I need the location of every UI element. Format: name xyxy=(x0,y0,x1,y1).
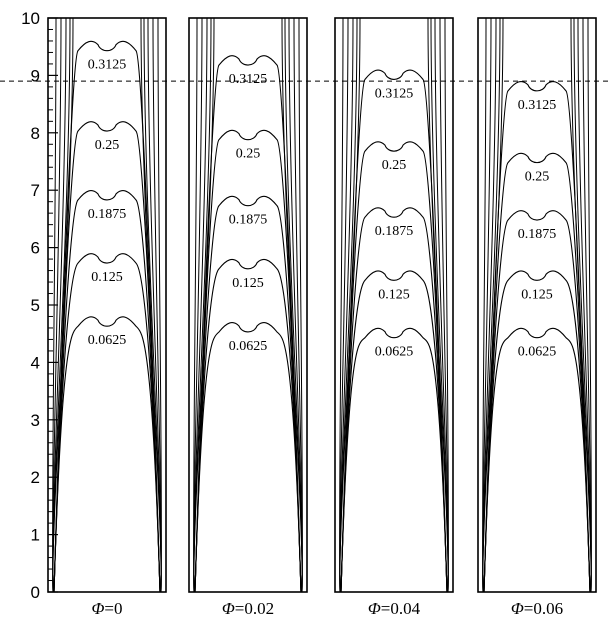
y-axis: 0 1 2 3 4 5 6 7 8 9 10 xyxy=(21,9,58,602)
contour-line xyxy=(340,141,448,593)
contour-label: 0.125 xyxy=(521,287,553,302)
phi-value: =0.04 xyxy=(381,599,421,618)
y-tick-label: 2 xyxy=(31,468,40,487)
panel-1: 0.0625 0.125 0.1875 0.25 0.3125 Φ=0.02 xyxy=(188,17,308,618)
contour-line xyxy=(340,207,448,593)
phi-value: =0.06 xyxy=(524,599,563,618)
contour-label-bg xyxy=(222,336,274,354)
contour-label-bg xyxy=(81,136,133,154)
panel-frame xyxy=(334,17,454,593)
contour-label: 0.1875 xyxy=(375,224,414,239)
contour-line xyxy=(194,322,302,593)
contour-line xyxy=(194,129,302,593)
contour-line xyxy=(340,69,448,593)
contour-label-bg xyxy=(368,222,420,240)
contour-label-bg xyxy=(511,285,563,303)
contour-line xyxy=(53,253,161,593)
contour-line xyxy=(340,270,448,593)
contour-line xyxy=(483,80,591,593)
contour-label-bg xyxy=(222,70,274,88)
contour-label: 0.25 xyxy=(236,147,261,162)
contour-label: 0.0625 xyxy=(88,333,127,348)
contour-label: 0.3125 xyxy=(229,72,268,87)
phi-value: =0.02 xyxy=(235,599,274,618)
panel-frame xyxy=(188,17,308,593)
contour-label-bg xyxy=(222,144,274,162)
contour-line xyxy=(483,210,591,593)
y-tick-label: 3 xyxy=(31,411,40,430)
contour-line xyxy=(53,190,161,593)
phi-symbol: Φ xyxy=(511,599,524,618)
contour-label-bg xyxy=(511,342,563,360)
y-tick-label: 9 xyxy=(31,66,40,85)
y-tick-label: 6 xyxy=(31,239,40,258)
contour-line xyxy=(483,152,591,593)
phi-value: =0 xyxy=(104,599,122,618)
y-tick-label: 8 xyxy=(31,124,40,143)
contour-line xyxy=(483,327,591,593)
panel-3: 0.0625 0.125 0.1875 0.25 0.3125 Φ=0.06 xyxy=(477,17,597,618)
phi-symbol: Φ xyxy=(91,599,104,618)
contour-line xyxy=(483,270,591,593)
y-tick-label: 0 xyxy=(31,583,40,602)
panel-label: Φ=0 xyxy=(91,599,122,618)
phi-symbol: Φ xyxy=(222,599,235,618)
contour-label-bg xyxy=(368,285,420,303)
contour-line xyxy=(53,121,161,593)
panel-frame xyxy=(477,17,597,593)
contour-line xyxy=(194,258,302,593)
contour-label-bg xyxy=(222,210,274,228)
y-tick-label: 7 xyxy=(31,181,40,200)
contour-label: 0.125 xyxy=(91,270,123,285)
contour-label-bg xyxy=(368,342,420,360)
contour-label: 0.0625 xyxy=(375,345,414,360)
contour-label-bg xyxy=(81,204,133,222)
contour-label-bg xyxy=(81,268,133,286)
contour-label-bg xyxy=(511,95,563,113)
y-tick-label: 10 xyxy=(21,9,40,28)
contour-label-bg xyxy=(81,331,133,349)
contour-label-bg xyxy=(81,55,133,73)
panel-frame xyxy=(47,17,167,593)
contour-line xyxy=(53,316,161,593)
contour-label-bg xyxy=(222,273,274,291)
panels: 0.06250.1250.18750.250.3125Φ=00.06250.12… xyxy=(47,17,597,618)
contour-label-bg xyxy=(368,156,420,174)
contour-line xyxy=(194,195,302,593)
contour-line xyxy=(340,327,448,593)
contour-line xyxy=(194,55,302,593)
panel-label: Φ=0.06 xyxy=(511,599,563,618)
contour-label: 0.25 xyxy=(382,158,407,173)
contour-label: 0.125 xyxy=(378,287,410,302)
contour-label: 0.25 xyxy=(95,138,120,153)
contour-label: 0.125 xyxy=(232,276,264,291)
panel-label: Φ=0.02 xyxy=(222,599,274,618)
contour-line xyxy=(53,40,161,593)
contour-label: 0.1875 xyxy=(518,227,557,242)
contour-label-bg xyxy=(511,167,563,185)
panel-2: 0.0625 0.125 0.1875 0.25 0.3125 Φ=0.04 xyxy=(334,17,454,618)
phi-symbol: Φ xyxy=(368,599,381,618)
contour-label: 0.3125 xyxy=(518,98,557,113)
contour-label: 0.0625 xyxy=(518,345,557,360)
y-tick-label: 1 xyxy=(31,526,40,545)
contour-label: 0.3125 xyxy=(375,86,414,101)
y-tick-label: 5 xyxy=(31,296,40,315)
contour-label: 0.0625 xyxy=(229,339,268,354)
panel-label: Φ=0.04 xyxy=(368,599,421,618)
panel-0: 0.0625 0.125 0.1875 0.25 0.3125 Φ=0 xyxy=(47,17,167,618)
contour-label: 0.3125 xyxy=(88,58,127,73)
contour-label: 0.25 xyxy=(525,170,550,185)
contour-label-bg xyxy=(368,84,420,102)
contour-label-bg xyxy=(511,225,563,243)
contour-label: 0.1875 xyxy=(88,207,127,222)
contour-label: 0.1875 xyxy=(229,213,268,228)
y-tick-label: 4 xyxy=(31,353,40,372)
